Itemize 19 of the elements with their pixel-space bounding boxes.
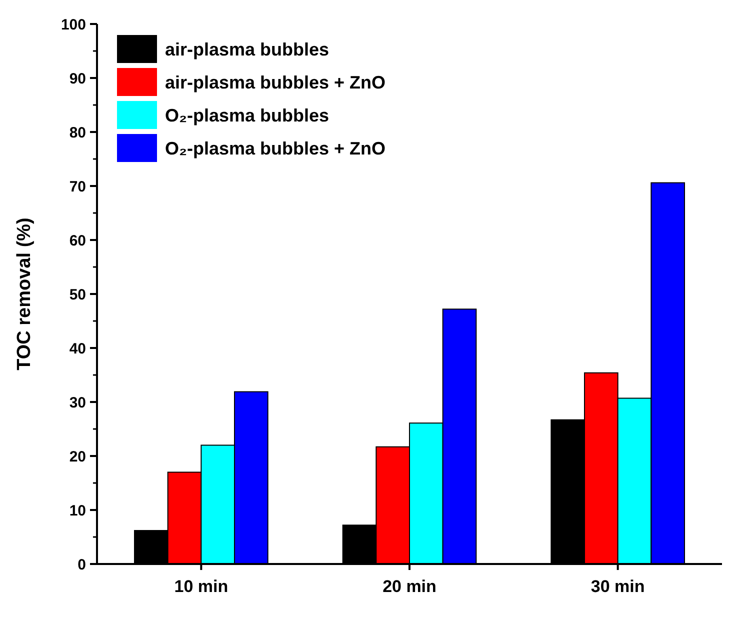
y-tick-label: 90 [69,70,86,88]
y-tick-label: 100 [60,16,86,34]
y-tick-label: 50 [69,286,86,304]
y-tick-label: 70 [69,178,86,196]
y-tick-label: 20 [69,448,86,466]
y-tick-label: 30 [69,394,86,412]
y-axis-title: TOC removal (%) [14,218,35,370]
legend-label: air-plasma bubbles + ZnO [165,72,386,92]
y-tick-label: 10 [69,502,86,520]
legend-label: air-plasma bubbles [165,39,330,60]
y-tick-label: 40 [69,340,86,358]
legend-label: O₂-plasma bubbles [165,105,330,126]
y-tick-label: 80 [69,124,86,142]
y-tick-label: 0 [78,556,86,574]
legend-label: O₂-plasma bubbles + ZnO [165,138,386,158]
x-tick-label: 20 min [382,577,436,596]
x-tick-label: 30 min [590,577,645,596]
y-tick-label: 60 [69,232,86,250]
x-tick-label: 10 min [174,577,228,596]
